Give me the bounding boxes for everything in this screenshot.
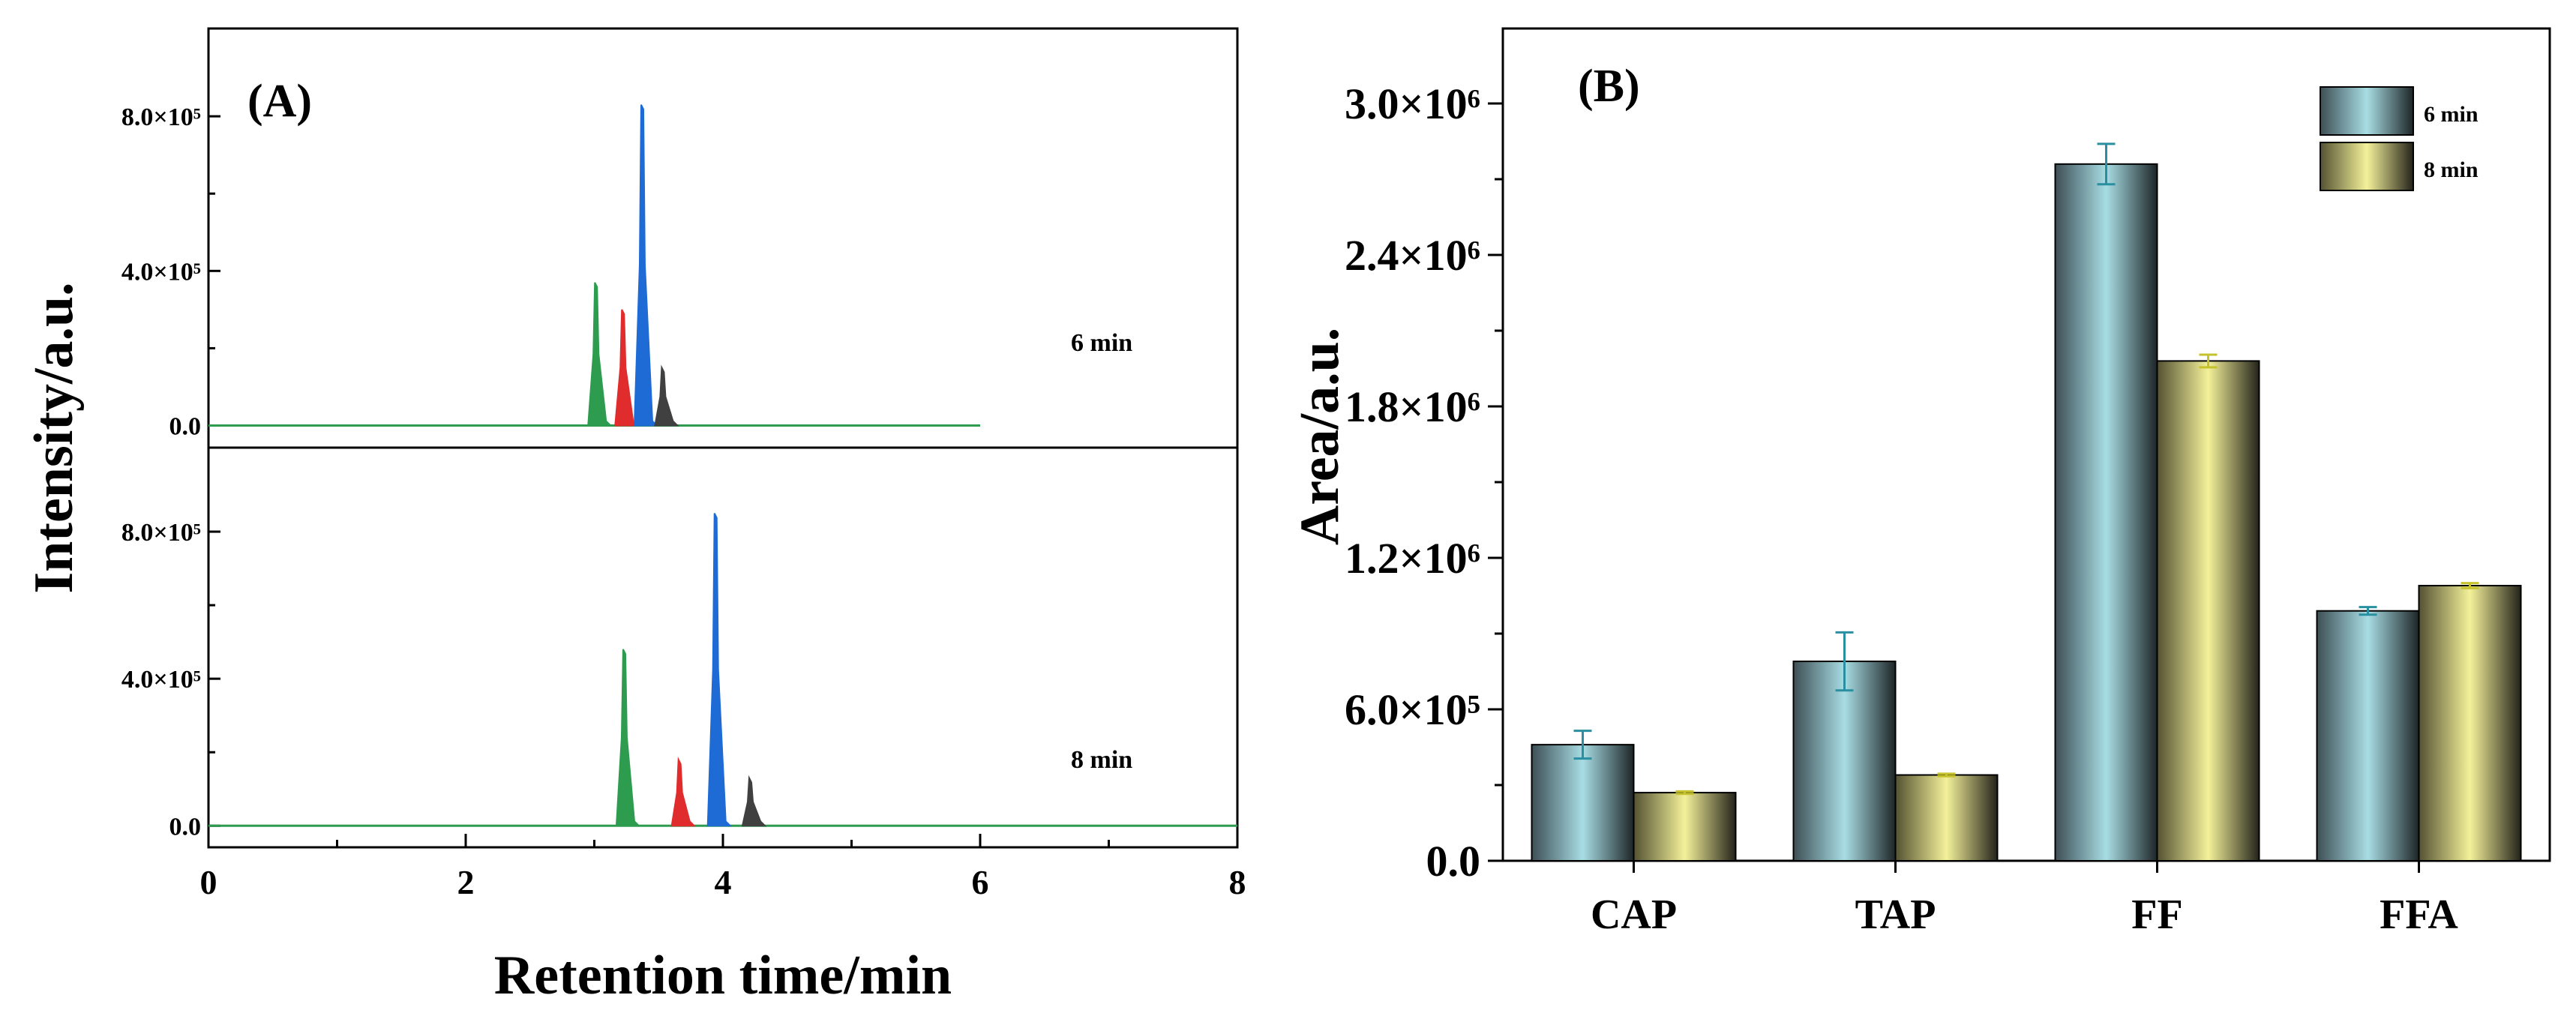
subplot-8min: 0.0 4.0×10⁵ 8.0×10⁵ [121,513,1237,841]
panel-label-a: (A) [247,76,312,127]
x-tick-label-a: 0 [200,863,217,901]
x-tick-label-a: 8 [1229,863,1246,901]
bar-6min-FFA [2316,610,2420,862]
x-axis-title-a: Retention time/min [494,945,952,1006]
y-axis-title-b: Area/a.u. [1289,328,1351,546]
bar-8min-TAP [1894,774,1999,862]
y-tick-label-b: 2.4×10⁶ [1345,231,1480,280]
y-tick-label-a: 4.0×10⁵ [121,258,201,286]
curve-label-6min: 6 min [1071,329,1132,357]
category-label: CAP [1591,892,1677,938]
chromatogram-peak [706,513,733,827]
category-label: FF [2131,892,2182,938]
category-label: TAP [1855,892,1936,938]
bar-8min-CAP [1633,792,1737,862]
y-tick-label-b: 1.2×10⁶ [1345,534,1480,583]
x-axis-b: CAP TAP FF FFA [1591,861,2458,938]
plot-frame-b [1501,27,2551,862]
y-tick-label-a: 4.0×10⁵ [121,666,201,694]
subplot-6min: 0.0 4.0×10⁵ 8.0×10⁵ [121,103,980,441]
chromatogram-peak [670,757,697,827]
bar-6min-CAP [1531,744,1635,862]
panel-label-b: (B) [1578,61,1640,112]
chromatogram-peak [741,775,767,827]
curve-label-8min: 8 min [1071,746,1132,774]
x-axis-a: 0 2 4 6 8 [200,834,1246,901]
y-tick-label-b: 6.0×10⁵ [1345,685,1480,734]
y-axis-b: 0.0 6.0×10⁵ 1.2×10⁶ 1.8×10⁶ 2.4×10⁶ 3.0×10⁶ [1345,79,1503,886]
bar-6min-TAP [1792,661,1897,862]
legend-swatch-6min [2320,86,2414,136]
y-tick-label-b: 3.0×10⁶ [1345,79,1480,128]
chromatogram-peak [587,282,613,427]
chromatogram-peak [654,364,679,427]
category-label: FFA [2380,892,2458,938]
legend: 6 min 8 min [2320,86,2479,191]
bar-8min-FF [2156,360,2260,862]
x-tick-label-a: 2 [457,863,475,901]
legend-swatch-8min [2320,142,2414,191]
bar-8min-FFA [2418,585,2522,862]
chromatogram-peak [615,649,641,827]
x-tick-label-a: 4 [715,863,732,901]
legend-label-6min: 6 min [2424,102,2479,127]
x-tick-label-a: 6 [972,863,989,901]
legend-label-8min: 8 min [2424,157,2479,182]
y-tick-label-a: 8.0×10⁵ [121,103,201,131]
bar-groups [1531,142,2522,862]
y-axis-title-a: Intensity/a.u. [23,282,85,593]
chromatogram-peak [633,104,659,427]
y-tick-label-a: 8.0×10⁵ [121,519,201,547]
plot-frame-a [207,27,1239,849]
y-tick-label-a: 0.0 [169,813,202,841]
bar-panel: (B) Area/a.u. 0.0 6.0×10⁵ 1.2×10⁶ 1.8×10⁶ 2.… [1289,27,2551,938]
bar-6min-FF [2054,163,2158,862]
y-tick-label-b: 0.0 [1426,837,1481,886]
y-tick-label-b: 1.8×10⁶ [1345,382,1480,431]
y-tick-label-a: 0.0 [169,413,202,441]
chromatogram-panel: (A) Intensity/a.u. Retention time/min 6 … [23,27,1246,1006]
